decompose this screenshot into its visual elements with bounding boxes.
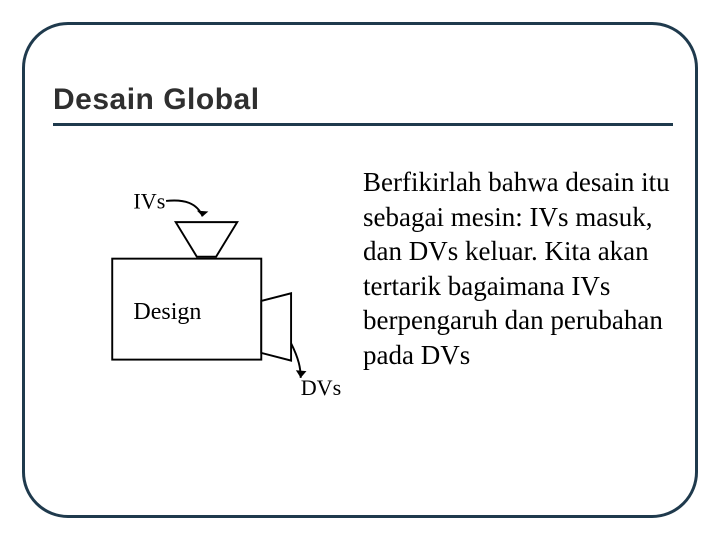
ivs-arrowhead — [197, 211, 209, 217]
ivs-arrow — [166, 200, 203, 216]
title-underline — [53, 123, 673, 126]
body-paragraph: Berfikirlah bahwa desain itu sebagai mes… — [363, 165, 673, 372]
slide-title: Desain Global — [53, 83, 673, 117]
diagram-column: IVs Design DVs — [53, 165, 353, 505]
content-area: IVs Design DVs Berfikirlah bahwa desain … — [53, 165, 673, 505]
title-block: Desain Global — [53, 83, 673, 126]
input-funnel — [176, 222, 238, 257]
ivs-label: IVs — [133, 189, 165, 214]
output-funnel — [261, 293, 291, 360]
slide-frame: Desain Global IVs Design — [22, 22, 698, 518]
design-box-label: Design — [133, 299, 201, 325]
text-column: Berfikirlah bahwa desain itu sebagai mes… — [353, 165, 673, 505]
dvs-label: DVs — [301, 375, 342, 400]
design-machine-diagram: IVs Design DVs — [93, 185, 343, 415]
